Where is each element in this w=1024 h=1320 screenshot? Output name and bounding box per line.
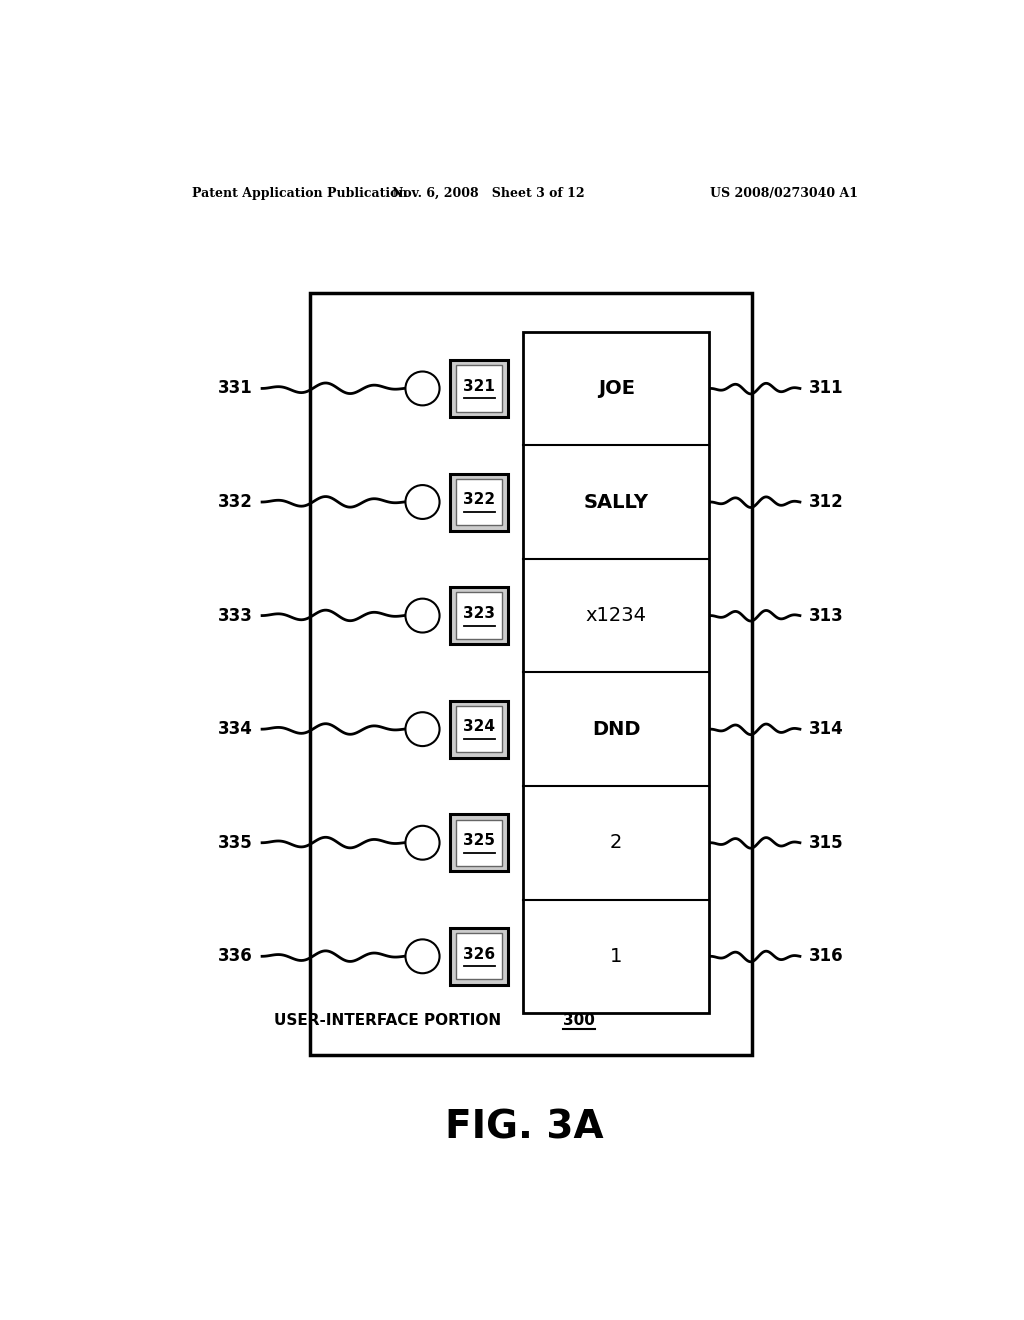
Text: 334: 334 xyxy=(218,721,253,738)
Bar xyxy=(456,593,503,639)
Bar xyxy=(456,706,503,752)
Text: 316: 316 xyxy=(809,948,844,965)
Bar xyxy=(451,814,508,871)
Text: 311: 311 xyxy=(809,379,844,397)
Text: JOE: JOE xyxy=(598,379,635,397)
Text: 324: 324 xyxy=(463,719,495,734)
Circle shape xyxy=(406,826,439,859)
Circle shape xyxy=(406,940,439,973)
Text: 2: 2 xyxy=(610,833,623,853)
Text: 331: 331 xyxy=(218,379,253,397)
Text: USER-INTERFACE PORTION: USER-INTERFACE PORTION xyxy=(274,1014,502,1028)
Text: 312: 312 xyxy=(809,492,844,511)
Text: 333: 333 xyxy=(218,607,253,624)
Text: 315: 315 xyxy=(809,834,844,851)
Circle shape xyxy=(406,371,439,405)
Text: 322: 322 xyxy=(463,492,496,507)
Bar xyxy=(451,701,508,758)
Text: 323: 323 xyxy=(463,606,495,620)
Bar xyxy=(456,479,503,525)
Text: Nov. 6, 2008   Sheet 3 of 12: Nov. 6, 2008 Sheet 3 of 12 xyxy=(392,186,585,199)
Text: 313: 313 xyxy=(809,607,844,624)
Circle shape xyxy=(406,484,439,519)
Bar xyxy=(451,360,508,417)
Text: 326: 326 xyxy=(463,946,496,961)
Text: DND: DND xyxy=(592,719,640,739)
Circle shape xyxy=(406,599,439,632)
Text: 300: 300 xyxy=(563,1014,595,1028)
Text: FIG. 3A: FIG. 3A xyxy=(445,1107,604,1146)
Text: 332: 332 xyxy=(218,492,253,511)
Bar xyxy=(456,820,503,866)
Text: SALLY: SALLY xyxy=(584,492,649,512)
Text: 321: 321 xyxy=(463,379,495,393)
Text: 314: 314 xyxy=(809,721,844,738)
Text: Patent Application Publication: Patent Application Publication xyxy=(191,186,408,199)
Text: 325: 325 xyxy=(463,833,495,847)
Bar xyxy=(456,366,503,412)
Text: x1234: x1234 xyxy=(586,606,647,626)
Bar xyxy=(451,587,508,644)
Text: 1: 1 xyxy=(610,946,623,966)
Bar xyxy=(523,331,710,1014)
Bar xyxy=(451,474,508,531)
Text: 335: 335 xyxy=(218,834,253,851)
Text: 336: 336 xyxy=(218,948,253,965)
Text: US 2008/0273040 A1: US 2008/0273040 A1 xyxy=(710,186,858,199)
Bar xyxy=(451,928,508,985)
Bar xyxy=(456,933,503,979)
Circle shape xyxy=(406,713,439,746)
Bar xyxy=(310,293,752,1056)
